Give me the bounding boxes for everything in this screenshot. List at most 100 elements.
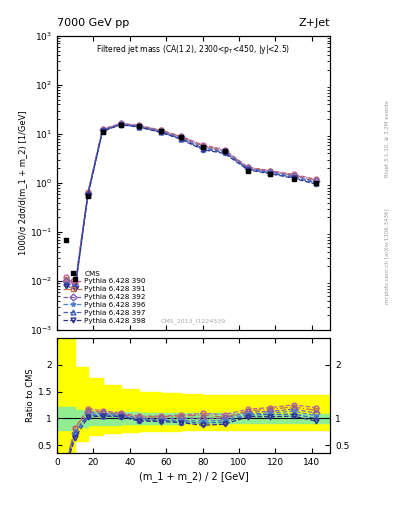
Pythia 6.428 391 (86, 190, 90, 196)
Pythia 6.428 398 (100, 128, 105, 134)
Text: mcplots.cern.ch [arXiv:1306.3436]: mcplots.cern.ch [arXiv:1306.3436] (385, 208, 389, 304)
Line: Pythia 6.428 396: Pythia 6.428 396 (64, 122, 318, 288)
Pythia 6.428 396 (100, 127, 105, 134)
CMS (64, 237, 68, 243)
Pythia 6.428 397 (100, 127, 105, 134)
X-axis label: (m_1 + m_2) / 2 [GeV]: (m_1 + m_2) / 2 [GeV] (139, 471, 248, 482)
Pythia 6.428 396 (313, 179, 318, 185)
CMS (100, 129, 105, 135)
Pythia 6.428 397 (291, 175, 296, 181)
Pythia 6.428 390 (73, 281, 77, 287)
Pythia 6.428 396 (268, 169, 272, 176)
Pythia 6.428 391 (158, 127, 163, 134)
Pythia 6.428 390 (158, 127, 163, 133)
CMS (222, 148, 227, 154)
Text: 7000 GeV pp: 7000 GeV pp (57, 18, 129, 28)
CMS (86, 193, 90, 199)
Pythia 6.428 397 (158, 129, 163, 135)
Text: CMS_2013_I1224539: CMS_2013_I1224539 (161, 318, 226, 325)
Pythia 6.428 398 (246, 167, 251, 173)
Pythia 6.428 397 (118, 121, 123, 127)
Pythia 6.428 396 (73, 283, 77, 289)
Pythia 6.428 398 (200, 146, 205, 153)
Pythia 6.428 398 (73, 286, 77, 292)
Pythia 6.428 391 (246, 165, 251, 171)
Line: CMS: CMS (64, 123, 318, 282)
Pythia 6.428 391 (268, 168, 272, 174)
Pythia 6.428 392 (158, 128, 163, 134)
Pythia 6.428 391 (291, 172, 296, 178)
Pythia 6.428 397 (268, 170, 272, 176)
Pythia 6.428 390 (291, 172, 296, 178)
Pythia 6.428 391 (137, 122, 141, 129)
Pythia 6.428 397 (246, 166, 251, 173)
Pythia 6.428 390 (178, 133, 183, 139)
CMS (73, 276, 77, 282)
Pythia 6.428 396 (158, 129, 163, 135)
Pythia 6.428 390 (86, 189, 90, 195)
Pythia 6.428 396 (246, 166, 251, 172)
Pythia 6.428 396 (64, 281, 68, 287)
CMS (291, 176, 296, 182)
Pythia 6.428 398 (222, 151, 227, 157)
Pythia 6.428 397 (200, 146, 205, 152)
Pythia 6.428 392 (178, 134, 183, 140)
Pythia 6.428 391 (73, 281, 77, 287)
Pythia 6.428 396 (86, 191, 90, 197)
Pythia 6.428 397 (137, 124, 141, 130)
Pythia 6.428 398 (64, 283, 68, 289)
Pythia 6.428 398 (178, 136, 183, 142)
Pythia 6.428 398 (158, 129, 163, 135)
Pythia 6.428 392 (73, 283, 77, 289)
Pythia 6.428 390 (222, 146, 227, 153)
Pythia 6.428 392 (86, 190, 90, 197)
Pythia 6.428 398 (137, 124, 141, 130)
Pythia 6.428 392 (246, 165, 251, 172)
Pythia 6.428 396 (118, 121, 123, 127)
Pythia 6.428 396 (200, 145, 205, 151)
Pythia 6.428 392 (64, 278, 68, 284)
Pythia 6.428 390 (118, 120, 123, 126)
Y-axis label: 1000/σ 2dσ/d(m_1 + m_2) [1/GeV]: 1000/σ 2dσ/d(m_1 + m_2) [1/GeV] (18, 111, 27, 255)
CMS (178, 134, 183, 140)
Pythia 6.428 396 (137, 123, 141, 130)
Line: Pythia 6.428 397: Pythia 6.428 397 (64, 122, 318, 288)
Pythia 6.428 398 (86, 193, 90, 199)
Pythia 6.428 392 (100, 127, 105, 133)
Pythia 6.428 390 (313, 176, 318, 182)
Pythia 6.428 391 (118, 121, 123, 127)
Text: Z+Jet: Z+Jet (299, 18, 330, 28)
Pythia 6.428 397 (178, 136, 183, 142)
Pythia 6.428 398 (313, 181, 318, 187)
Pythia 6.428 391 (222, 147, 227, 154)
Pythia 6.428 397 (222, 150, 227, 156)
Pythia 6.428 391 (313, 177, 318, 183)
CMS (158, 128, 163, 134)
Pythia 6.428 392 (313, 178, 318, 184)
Pythia 6.428 390 (64, 274, 68, 281)
Pythia 6.428 392 (222, 148, 227, 154)
Line: Pythia 6.428 398: Pythia 6.428 398 (64, 122, 318, 291)
CMS (268, 172, 272, 178)
Pythia 6.428 398 (118, 122, 123, 128)
Text: Filtered jet mass (CA(1.2), 2300<p$_\mathregular{T}$<450, |y|<2.5): Filtered jet mass (CA(1.2), 2300<p$_\mat… (96, 43, 291, 56)
Pythia 6.428 391 (178, 134, 183, 140)
Pythia 6.428 391 (200, 142, 205, 148)
Pythia 6.428 391 (100, 126, 105, 133)
Pythia 6.428 390 (200, 142, 205, 148)
Pythia 6.428 392 (118, 121, 123, 127)
Pythia 6.428 397 (73, 283, 77, 289)
Pythia 6.428 390 (268, 167, 272, 174)
CMS (118, 122, 123, 129)
Y-axis label: Ratio to CMS: Ratio to CMS (26, 369, 35, 422)
Pythia 6.428 398 (268, 170, 272, 177)
CMS (313, 180, 318, 186)
Pythia 6.428 396 (178, 135, 183, 141)
Line: Pythia 6.428 391: Pythia 6.428 391 (64, 121, 318, 286)
Pythia 6.428 397 (86, 191, 90, 198)
Pythia 6.428 397 (313, 180, 318, 186)
CMS (246, 167, 251, 174)
CMS (200, 144, 205, 150)
Pythia 6.428 398 (291, 175, 296, 181)
Line: Pythia 6.428 390: Pythia 6.428 390 (64, 121, 318, 286)
